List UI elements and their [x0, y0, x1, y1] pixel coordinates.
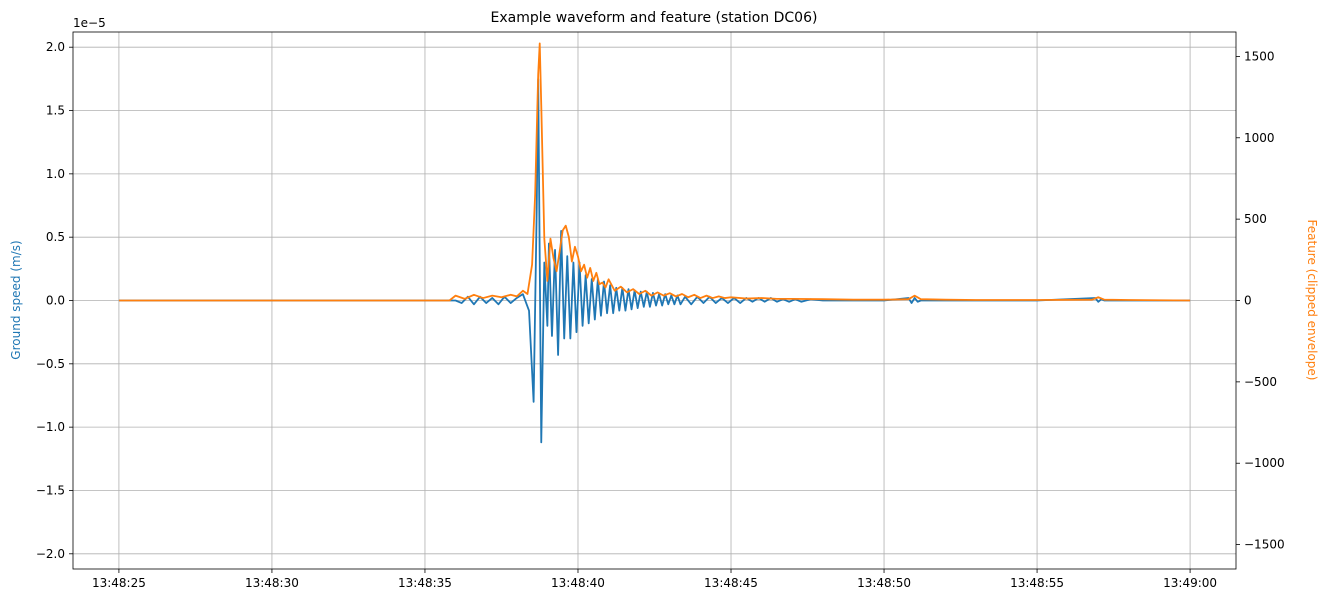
y-left-tick-label: 2.0	[46, 40, 65, 54]
x-tick-label: 13:49:00	[1163, 576, 1217, 590]
y-right-tick-label: −1500	[1244, 538, 1285, 552]
y-right-tick-label: 500	[1244, 212, 1267, 226]
y-right-tick-label: 1000	[1244, 131, 1275, 145]
x-tick-label: 13:48:50	[857, 576, 911, 590]
y-right-tick-label: −1000	[1244, 456, 1285, 470]
chart-title: Example waveform and feature (station DC…	[491, 10, 818, 26]
x-tick-label: 13:48:45	[704, 576, 758, 590]
y-left-tick-label: 0.0	[46, 294, 65, 308]
axes-layer: 13:48:25 13:48:30 13:48:35 13:48:40 13:48:45…	[36, 31, 1285, 590]
y-right-tick-label: 1500	[1244, 49, 1275, 63]
x-tick-label: 13:48:25	[92, 576, 146, 590]
y-left-tick-label: −1.5	[36, 483, 65, 497]
y-left-tick-label: −1.0	[36, 420, 65, 434]
y-left-tick-label: 1.5	[46, 104, 65, 118]
y-left-multiplier: 1e−5	[73, 16, 106, 30]
y-right-tick-label: 0	[1244, 294, 1252, 308]
x-tick-label: 13:48:30	[245, 576, 299, 590]
y-right-tick-label: −500	[1244, 375, 1277, 389]
y-left-tick-label: 1.0	[46, 167, 65, 181]
y-left-tick-label: −2.0	[36, 547, 65, 561]
x-tick-label: 13:48:55	[1010, 576, 1064, 590]
series-line-left	[118, 77, 1191, 444]
y-left-axis-label: Ground speed (m/s)	[9, 240, 23, 359]
y-left-tick-label: 0.5	[46, 230, 65, 244]
series-layer	[118, 42, 1191, 444]
x-tick-label: 13:48:40	[551, 576, 605, 590]
x-tick-label: 13:48:35	[398, 576, 452, 590]
y-right-axis-label: Feature (clipped envelope)	[1305, 220, 1319, 381]
series-line-right	[118, 42, 1191, 302]
y-left-tick-label: −0.5	[36, 357, 65, 371]
